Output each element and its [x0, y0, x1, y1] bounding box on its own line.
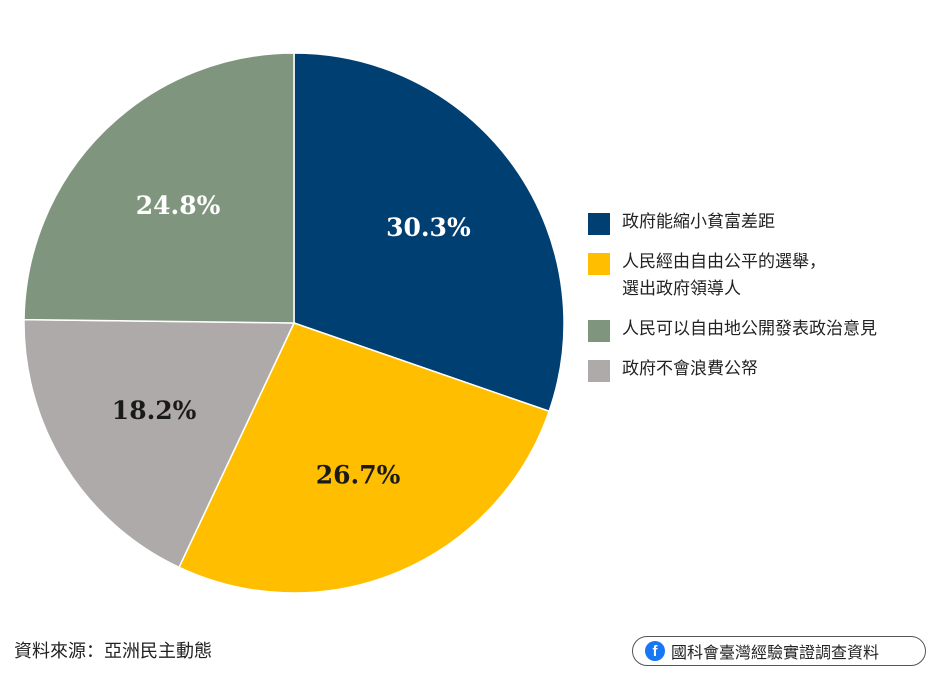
slice-value-label-3: 18.2%: [112, 396, 197, 425]
credit-text: 國科會臺灣經驗實證調查資料: [671, 643, 880, 662]
legend-item: 政府不會浪費公帑: [588, 359, 877, 383]
pie-slice-3: [23, 318, 296, 569]
pie-slice-4: [23, 52, 295, 324]
legend-swatch: [588, 320, 610, 342]
source-note: 資料來源：亞洲民主動態: [14, 641, 212, 662]
credit-badge[interactable]: f 國科會臺灣經驗實證調查資料: [632, 636, 926, 666]
legend: 政府能縮小貧富差距人民經由自由公平的選舉， 選出政府領導人人民可以自由地公開發表…: [588, 212, 877, 399]
pie-slice-2: [178, 322, 551, 594]
legend-label: 人民可以自由地公開發表政治意見: [622, 319, 877, 339]
legend-swatch: [588, 253, 610, 275]
legend-label: 人民經由自由公平的選舉， 選出政府領導人: [622, 252, 826, 299]
legend-swatch: [588, 360, 610, 382]
slice-value-label-2: 26.7%: [316, 461, 401, 490]
legend-item: 政府能縮小貧富差距: [588, 212, 877, 236]
facebook-icon: f: [645, 641, 665, 661]
legend-item: 人民經由自由公平的選舉， 選出政府領導人: [588, 252, 877, 303]
legend-swatch: [588, 213, 610, 235]
pie-slice-1: [293, 52, 565, 413]
slice-value-label-1: 30.3%: [386, 213, 471, 242]
legend-label: 政府能縮小貧富差距: [622, 212, 775, 232]
legend-item: 人民可以自由地公開發表政治意見: [588, 319, 877, 343]
legend-label: 政府不會浪費公帑: [622, 359, 758, 379]
slice-value-label-4: 24.8%: [136, 191, 221, 220]
